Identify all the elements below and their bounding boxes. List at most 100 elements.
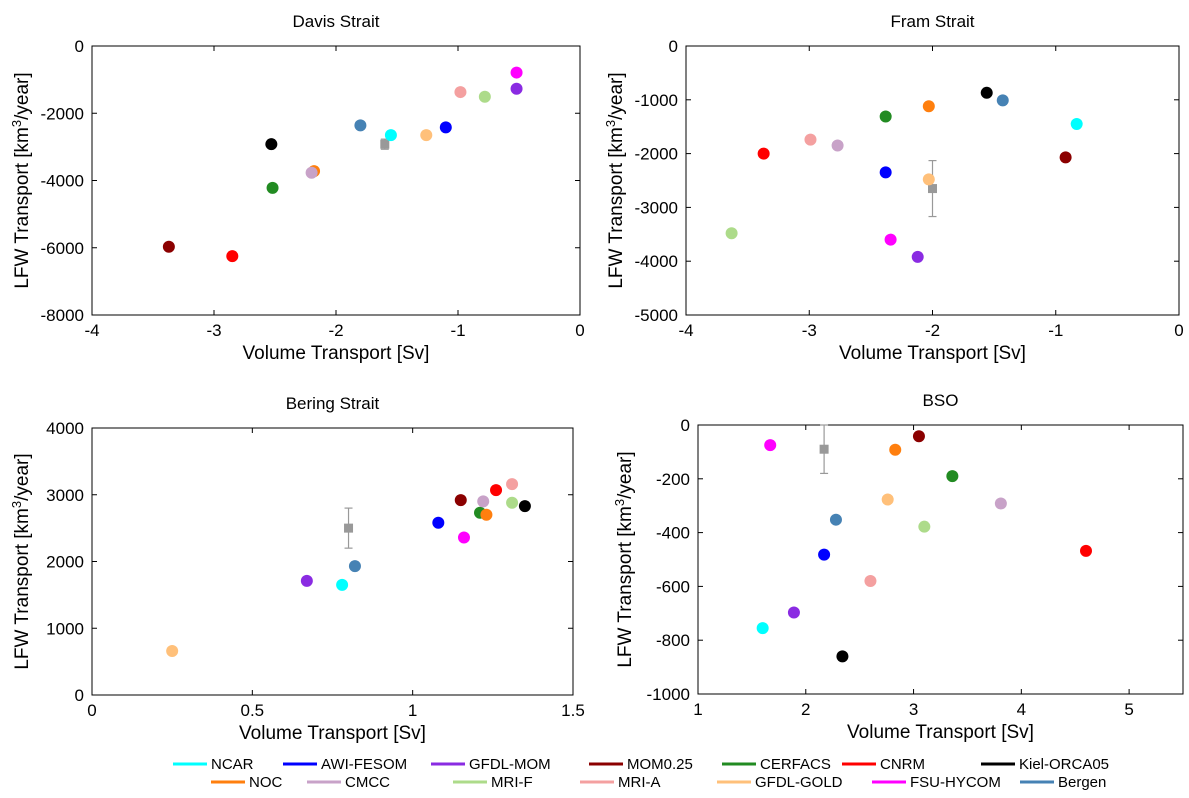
y-tick-label: -600	[656, 577, 690, 596]
data-point-mom0-25	[162, 240, 175, 253]
legend-item-noc: NOC	[211, 774, 283, 791]
panel-fram-strait: Fram Strait -4 -3 -2 -1 0 -5000 -4000 -3000 -2000…	[603, 12, 1184, 364]
legend-label: NCAR	[211, 756, 254, 773]
y-tick-label: 4000	[46, 419, 84, 438]
data-point-cmcc	[994, 497, 1007, 510]
legend-label: NOC	[249, 774, 283, 791]
legend-label: CNRM	[880, 756, 925, 773]
y-tick-label: 1000	[46, 619, 84, 638]
data-point-cmcc	[831, 139, 844, 152]
y-tick-label: 2000	[46, 553, 84, 572]
data-point-awi-fesom	[432, 516, 445, 529]
x-axis-label: Volume Transport [Sv]	[839, 343, 1026, 364]
plot-frame	[91, 427, 574, 696]
data-point-fsu-hycom	[764, 439, 777, 452]
legend-label: Kiel-ORCA05	[1019, 756, 1109, 773]
data-point-fsu-hycom	[884, 233, 897, 246]
data-point-ncar	[336, 578, 349, 591]
legend-item-awi-fesom: AWI-FESOM	[283, 756, 407, 773]
x-axis-label: Volume Transport [Sv]	[243, 343, 430, 364]
x-tick-label: -2	[925, 321, 940, 340]
y-tick-label: -4000	[41, 172, 84, 191]
observation-marker	[344, 523, 354, 533]
observation-marker	[819, 444, 829, 454]
data-point-mri-f	[506, 496, 519, 509]
plot-frame	[91, 45, 581, 316]
x-axis-label: Volume Transport [Sv]	[239, 723, 426, 744]
data-point-fsu-hycom	[510, 66, 523, 79]
legend-item-bergen: Bergen	[1020, 774, 1106, 791]
y-axis-label: LFW Transport [km3/year]	[612, 451, 636, 667]
y-tick-label: 0	[75, 686, 84, 705]
y-axis-label: LFW Transport [km3/year]	[603, 72, 627, 288]
x-tick-label: 0.5	[241, 701, 265, 720]
y-tick-label: 0	[681, 416, 690, 435]
data-point-ncar	[384, 129, 397, 142]
legend-label: Bergen	[1058, 774, 1106, 791]
y-tick-label: -3000	[635, 198, 678, 217]
data-point-gfdl-gold	[881, 493, 894, 506]
legend-label: AWI-FESOM	[321, 756, 407, 773]
data-point-cerfacs	[266, 181, 279, 194]
x-tick-label: -3	[802, 321, 817, 340]
x-tick-label: 1	[408, 701, 417, 720]
legend-label: GFDL-MOM	[469, 756, 551, 773]
data-point-awi-fesom	[879, 166, 892, 179]
x-tick-label: 1	[693, 700, 702, 719]
data-point-mri-a	[804, 133, 817, 146]
y-tick-label: -8000	[41, 306, 84, 325]
data-point-fsu-hycom	[457, 531, 470, 544]
y-tick-label: -1000	[647, 685, 690, 704]
y-tick-label: -400	[656, 524, 690, 543]
panel-title: Davis Strait	[293, 12, 380, 31]
panel-title: BSO	[923, 391, 959, 410]
data-point-cerfacs	[946, 470, 959, 483]
y-tick-label: -2000	[41, 104, 84, 123]
data-point-kiel-orca05	[836, 650, 849, 663]
data-point-kiel-orca05	[518, 500, 531, 513]
y-tick-label: 0	[75, 37, 84, 56]
legend-item-gfdl-gold: GFDL-GOLD	[717, 774, 843, 791]
data-point-ncar	[1070, 118, 1083, 131]
x-tick-label: 5	[1124, 700, 1133, 719]
panel-davis-strait: Davis Strait -4 -3 -2 -1 0 -8000 -6000 -4000 -200…	[9, 12, 585, 364]
x-tick-label: 3	[909, 700, 918, 719]
legend-item-cerfacs: CERFACS	[722, 756, 831, 773]
x-tick-label: 1.5	[561, 701, 585, 720]
x-tick-label: 0	[575, 321, 584, 340]
y-tick-label: 0	[669, 37, 678, 56]
legend-label: FSU-HYCOM	[910, 774, 1001, 791]
legend-label: CERFACS	[760, 756, 831, 773]
data-point-gfdl-gold	[420, 129, 433, 142]
legend-item-fsu-hycom: FSU-HYCOM	[872, 774, 1001, 791]
data-point-mom0-25	[1059, 151, 1072, 164]
data-point-gfdl-mom	[911, 250, 924, 263]
data-point-noc	[480, 508, 493, 521]
x-tick-label: -2	[328, 321, 343, 340]
x-tick-label: -4	[678, 321, 693, 340]
data-point-kiel-orca05	[980, 86, 993, 99]
data-point-bergen	[996, 94, 1009, 107]
y-tick-label: -5000	[635, 306, 678, 325]
x-axis-label: Volume Transport [Sv]	[847, 722, 1034, 743]
data-point-mri-a	[454, 86, 467, 99]
observation-marker	[928, 184, 937, 194]
data-point-cmcc	[305, 166, 318, 179]
legend-item-cnrm: CNRM	[842, 756, 925, 773]
x-tick-label: 0	[87, 701, 96, 720]
legend-item-mri-a: MRI-A	[580, 774, 661, 791]
data-point-noc	[889, 443, 902, 456]
data-point-awi-fesom	[818, 548, 831, 561]
legend-item-cmcc: CMCC	[307, 774, 390, 791]
x-tick-label: 4	[1017, 700, 1026, 719]
observation-marker	[380, 139, 390, 149]
data-point-cnrm	[490, 484, 503, 497]
data-point-cmcc	[477, 495, 490, 508]
data-point-mri-f	[918, 520, 931, 533]
data-point-cerfacs	[879, 110, 892, 123]
y-tick-label: -2000	[635, 145, 678, 164]
legend-label: MOM0.25	[627, 756, 693, 773]
y-tick-label: -6000	[41, 239, 84, 258]
data-point-gfdl-mom	[300, 574, 313, 587]
